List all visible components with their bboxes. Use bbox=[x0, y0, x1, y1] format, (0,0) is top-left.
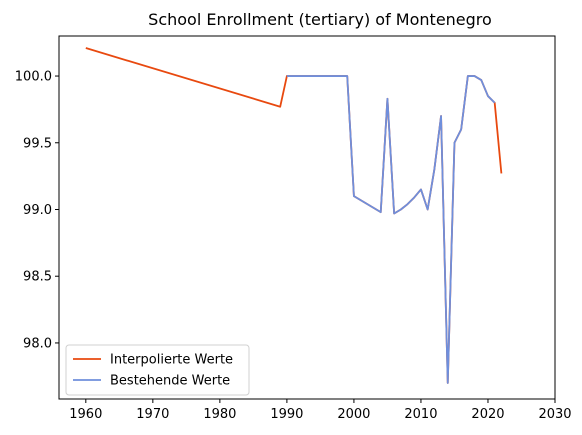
x-tick-label: 1980 bbox=[203, 407, 236, 422]
x-axis: 1960 1970 1980 1990 2000 2010 2020 2030 bbox=[69, 399, 572, 422]
y-tick-label: 99.0 bbox=[23, 203, 52, 218]
x-tick-label: 2020 bbox=[471, 407, 504, 422]
series-line-1 bbox=[85, 47, 503, 384]
x-tick-label: 1970 bbox=[136, 407, 169, 422]
y-tick-label: 100.0 bbox=[15, 70, 52, 85]
y-tick-label: 98.0 bbox=[23, 336, 52, 351]
legend-box bbox=[65, 344, 250, 396]
y-axis: 98.0 98.5 99.0 99.5 100.0 bbox=[15, 70, 59, 351]
legend-label: Bestehende Werte bbox=[110, 374, 230, 389]
x-tick-label: 1960 bbox=[69, 407, 102, 422]
plot-frame bbox=[58, 35, 556, 400]
y-tick-label: 99.5 bbox=[23, 136, 52, 151]
series-line-2 bbox=[286, 75, 496, 384]
x-tick-label: 2000 bbox=[337, 407, 370, 422]
legend-label: Interpolierte Werte bbox=[110, 353, 233, 368]
y-tick-label: 98.5 bbox=[23, 270, 52, 285]
x-tick-label: 2010 bbox=[404, 407, 437, 422]
x-tick-label: 2030 bbox=[538, 407, 571, 422]
legend: Interpolierte Werte Bestehende Werte bbox=[65, 344, 250, 396]
series-layer bbox=[85, 47, 503, 384]
x-tick-label: 1990 bbox=[270, 407, 303, 422]
chart-title: School Enrollment (tertiary) of Monteneg… bbox=[148, 10, 492, 29]
